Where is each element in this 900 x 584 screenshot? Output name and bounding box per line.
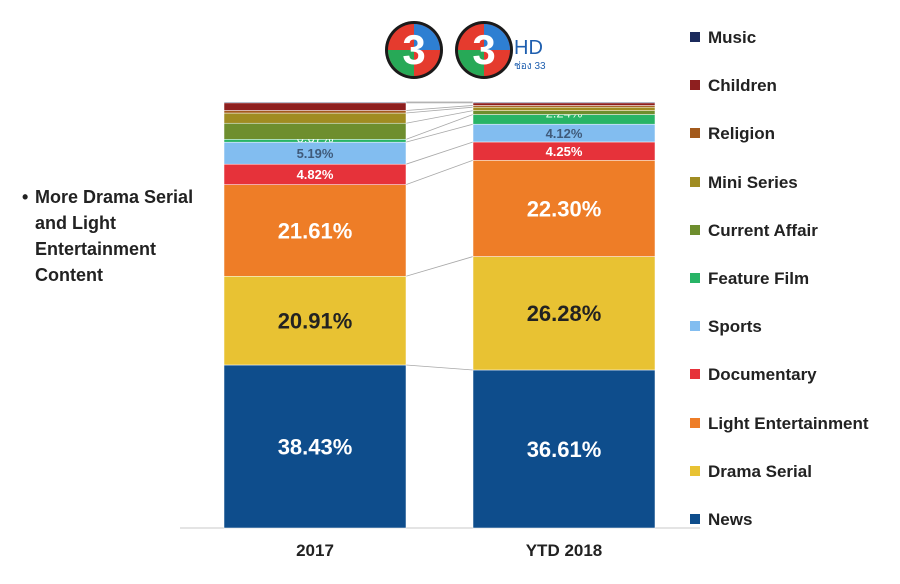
legend-label: Drama Serial (708, 461, 812, 481)
legend-item-religion: Religion (690, 124, 775, 144)
legend-item-current-affair: Current Affair (690, 221, 818, 241)
bar-segment-current-affair (223, 122, 407, 140)
legend-swatch (690, 465, 700, 476)
bullet-dot: • (22, 187, 29, 207)
channel-logos: 3 3 HD ช่อง 33 (385, 21, 546, 79)
channel-3-logo: 3 (385, 21, 443, 79)
bar-segment-children (472, 102, 656, 106)
bar-segment-music (472, 101, 656, 104)
data-label-news: 36.61% (527, 437, 602, 462)
legend-label: Sports (708, 317, 762, 337)
legend-swatch (690, 176, 700, 187)
legend-swatch (690, 417, 700, 428)
connector-line-news (405, 364, 474, 371)
data-label-sports: 4.12% (546, 126, 583, 141)
category-label: 2017 (296, 541, 334, 560)
legend-item-news: News (690, 510, 752, 530)
connector-line-mini-series (405, 106, 474, 114)
connector-line-feature-film (405, 114, 474, 140)
legend-item-music: Music (690, 28, 756, 48)
category-label: YTD 2018 (526, 541, 603, 560)
legend-label: Documentary (708, 365, 817, 385)
bar-segment-drama-serial (472, 256, 656, 371)
legend-item-children: Children (690, 76, 777, 96)
bar-segment-mini-series (472, 106, 656, 111)
legend-item-mini-series: Mini Series (690, 173, 798, 193)
legend-swatch (690, 369, 700, 380)
legend-item-documentary: Documentary (690, 365, 817, 385)
legend-label: Feature Film (708, 269, 810, 288)
legend-item-light-entertainment: Light Entertainment (690, 414, 869, 434)
legend-label: Music (708, 28, 757, 47)
bar-segment-light-entertainment (223, 184, 407, 277)
legend-swatch (690, 514, 700, 524)
bar-segment-news (472, 369, 656, 529)
legend-label: Religion (708, 124, 776, 144)
data-label-documentary: 4.25% (546, 144, 583, 159)
legend-label: Children (708, 76, 777, 96)
bar-segment-current-affair (472, 110, 656, 115)
connector-line-religion (405, 105, 474, 111)
bar-segment-light-entertainment (472, 160, 656, 257)
data-label-light-entertainment: 21.61% (278, 218, 353, 243)
bullet-text: More Drama Serial and Light Entertainmen… (35, 187, 194, 285)
data-label-documentary: 4.82% (297, 167, 334, 182)
svg-text:3: 3 (472, 26, 495, 73)
bar-segment-music (223, 101, 407, 104)
legend-label: News (708, 510, 753, 529)
legend-label: Light Entertainment (708, 413, 869, 433)
bar-segment-news (223, 364, 407, 529)
legend-label: Mini Series (708, 172, 798, 192)
legend-swatch (690, 321, 700, 332)
bar-segment-children (223, 102, 407, 111)
connector-line-sports (405, 123, 474, 143)
data-label-news: 38.43% (278, 434, 353, 459)
legend-swatch (690, 32, 700, 42)
legend-item-sports: Sports (690, 317, 762, 337)
bar-segment-religion (223, 110, 407, 114)
data-label-drama-serial: 20.91% (278, 309, 353, 334)
data-label-sports: 5.19% (297, 146, 334, 161)
bar-segment-drama-serial (223, 276, 407, 366)
connector-line-documentary (405, 141, 474, 165)
data-label-light-entertainment: 22.30% (527, 196, 602, 221)
connector-line-drama-serial (405, 256, 474, 277)
legend-swatch (690, 128, 700, 139)
hd-text: HD (514, 37, 543, 59)
channel-33-text: ช่อง 33 (514, 61, 546, 72)
legend-item-drama-serial: Drama Serial (690, 462, 812, 482)
legend-swatch (690, 273, 700, 283)
connector-lines (405, 101, 474, 371)
legend-item-feature-film: Feature Film (690, 269, 809, 289)
legend-swatch (690, 224, 700, 235)
bar-segment-religion (472, 105, 656, 108)
bullet-note: • More Drama Serial and Light Entertainm… (22, 184, 222, 288)
svg-text:3: 3 (402, 26, 425, 73)
connector-line-current-affair (405, 110, 474, 124)
legend-swatch (690, 80, 700, 91)
legend-label: Current Affair (708, 220, 818, 240)
data-label-drama-serial: 26.28% (527, 301, 602, 326)
bar-segment-mini-series (223, 112, 407, 124)
connector-line-light-entertainment (405, 159, 474, 186)
channel-3-hd-logo: 3 HD ช่อง 33 (455, 21, 546, 79)
